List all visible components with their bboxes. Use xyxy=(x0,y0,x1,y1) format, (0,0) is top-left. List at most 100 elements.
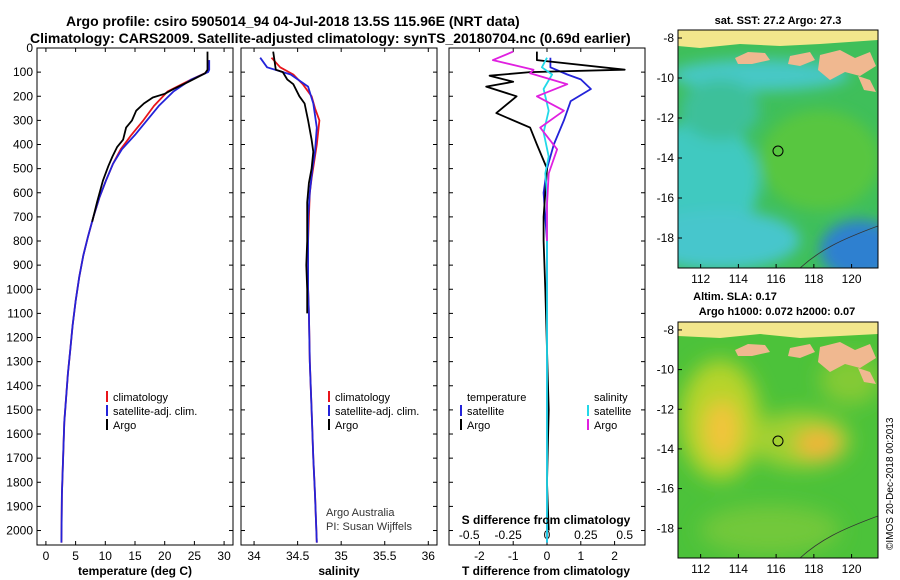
sla-map-axes: 112 114 116 118 120 -8 -10 -12 -14 -16 -18 xyxy=(657,323,862,576)
lon-tick-label: 112 xyxy=(691,272,710,286)
t-difference-xlabel: T difference from climatology xyxy=(462,564,630,578)
legend-mark-climatology xyxy=(328,391,330,402)
lat-tick-label: -10 xyxy=(657,71,675,85)
figure-title-line2: Climatology: CARS2009. Satellite-adjuste… xyxy=(30,30,631,46)
difference-panel: -2 -1 0 1 2 -0.5 -0.25 0 0.25 0.5 S difference f… xyxy=(448,47,646,578)
x-tick-label: 34 xyxy=(247,549,261,563)
lat-tick-label: -12 xyxy=(657,402,675,416)
sla-map-subtitle: Argo h1000: 0.072 h2000: 0.07 xyxy=(699,306,856,318)
legend-mark-t-satellite xyxy=(460,405,462,416)
x-tick-label: 2 xyxy=(611,549,618,563)
s-tick-label: 0.5 xyxy=(616,528,633,542)
series-salinity-satellite xyxy=(541,57,553,543)
lon-tick-label: 112 xyxy=(691,562,710,576)
depth-tick-label: 1200 xyxy=(6,331,33,345)
lon-tick-label: 116 xyxy=(767,272,786,286)
legend-mark-climatology xyxy=(106,391,108,402)
t-difference-axis: -2 -1 0 1 2 xyxy=(474,48,618,563)
depth-tick-label: 1500 xyxy=(6,403,33,417)
x-tick-label: 25 xyxy=(188,549,202,563)
figure-title-line1: Argo profile: csiro 5905014_94 04-Jul-20… xyxy=(66,13,520,29)
difference-depth-ticks xyxy=(449,47,645,532)
legend-s-argo: Argo xyxy=(594,420,617,432)
legend-satellite: satellite-adj. clim. xyxy=(113,406,197,418)
legend-temperature-header: temperature xyxy=(467,392,526,404)
depth-tick-label: 1700 xyxy=(6,451,33,465)
x-tick-label: 10 xyxy=(99,549,113,563)
depth-tick-label: 1400 xyxy=(6,379,33,393)
sla-map-title: Altim. SLA: 0.17 xyxy=(693,291,777,303)
depth-tick-label: 800 xyxy=(13,234,33,248)
pi-note: PI: Susan Wijffels xyxy=(326,521,412,533)
legend-mark-t-argo xyxy=(460,419,462,430)
difference-legend-temperature: temperature satellite Argo xyxy=(460,392,526,432)
sst-map: sat. SST: 27.2 Argo: 27.3 112 114 116 118 12… xyxy=(657,15,879,286)
series-salinity-argo xyxy=(491,50,569,241)
temperature-xlabel: temperature (deg C) xyxy=(78,564,192,578)
legend-t-argo: Argo xyxy=(467,420,490,432)
x-tick-label: 30 xyxy=(217,549,231,563)
legend-mark-s-satellite xyxy=(587,405,589,416)
x-tick-label: 0 xyxy=(43,549,50,563)
salinity-lines xyxy=(259,51,321,543)
s-difference-axis: -0.5 -0.25 0 0.25 0.5 xyxy=(459,528,633,542)
series-temperature-argo xyxy=(485,51,626,531)
legend-climatology: climatology xyxy=(335,392,391,404)
legend-mark-argo xyxy=(106,419,108,430)
lat-tick-label: -14 xyxy=(657,442,675,456)
temperature-axes xyxy=(36,47,234,546)
difference-legend-salinity: salinity satellite Argo xyxy=(587,392,631,432)
depth-tick-label: 0 xyxy=(26,41,33,55)
lon-tick-label: 118 xyxy=(804,272,823,286)
sst-map-title: sat. SST: 27.2 Argo: 27.3 xyxy=(715,15,842,27)
legend-salinity-header: salinity xyxy=(594,392,628,404)
depth-tick-label: 900 xyxy=(13,258,33,272)
lon-tick-label: 120 xyxy=(842,272,862,286)
x-tick-label: -1 xyxy=(508,549,519,563)
lat-tick-label: -10 xyxy=(657,363,675,377)
series-argo xyxy=(272,51,315,314)
lat-tick-label: -14 xyxy=(657,151,675,165)
depth-tick-label: 500 xyxy=(13,162,33,176)
legend-mark-satellite xyxy=(106,405,108,416)
salinity-axes xyxy=(240,47,438,546)
lat-tick-label: -8 xyxy=(663,323,674,337)
salinity-legend: climatology satellite-adj. clim. Argo xyxy=(328,391,419,432)
depth-tick-label: 1300 xyxy=(6,355,33,369)
argo-location-marker xyxy=(772,145,784,157)
depth-axis: 0 100 200 300 400 500 600 700 800 900 1000 1100 1200… xyxy=(6,41,233,538)
x-tick-label: 20 xyxy=(158,549,172,563)
x-tick-label: 35 xyxy=(334,549,348,563)
x-tick-label: 15 xyxy=(128,549,142,563)
lat-tick-label: -16 xyxy=(657,191,675,205)
depth-tick-label: 2000 xyxy=(6,524,33,538)
legend-mark-argo xyxy=(328,419,330,430)
depth-tick-label: 1800 xyxy=(6,475,33,489)
salinity-axis: 34 34.5 35 35.5 36 xyxy=(247,48,435,563)
lon-tick-label: 116 xyxy=(767,562,786,576)
temperature-lines xyxy=(60,51,211,543)
legend-argo: Argo xyxy=(335,420,358,432)
x-tick-label: 35.5 xyxy=(373,549,397,563)
depth-tick-label: 1600 xyxy=(6,427,33,441)
depth-tick-label: 700 xyxy=(13,210,33,224)
difference-lines xyxy=(485,50,626,543)
temperature-axis: 0 5 10 15 20 25 30 xyxy=(43,48,231,563)
x-tick-label: 34.5 xyxy=(286,549,310,563)
sst-map-frame xyxy=(677,29,879,269)
lat-tick-label: -16 xyxy=(657,482,675,496)
depth-tick-label: 200 xyxy=(13,89,33,103)
lat-tick-label: -18 xyxy=(657,521,675,535)
legend-s-satellite: satellite xyxy=(594,406,631,418)
x-tick-label: 5 xyxy=(72,549,79,563)
depth-tick-label: 600 xyxy=(13,186,33,200)
legend-t-satellite: satellite xyxy=(467,406,504,418)
x-tick-label: 36 xyxy=(422,549,436,563)
legend-mark-satellite xyxy=(328,405,330,416)
s-tick-label: 0.25 xyxy=(574,528,598,542)
lat-tick-label: -12 xyxy=(657,111,675,125)
depth-tick-label: 100 xyxy=(13,65,33,79)
salinity-xlabel: salinity xyxy=(318,564,360,578)
x-tick-label: 1 xyxy=(577,549,584,563)
sla-map-frame xyxy=(677,321,879,559)
